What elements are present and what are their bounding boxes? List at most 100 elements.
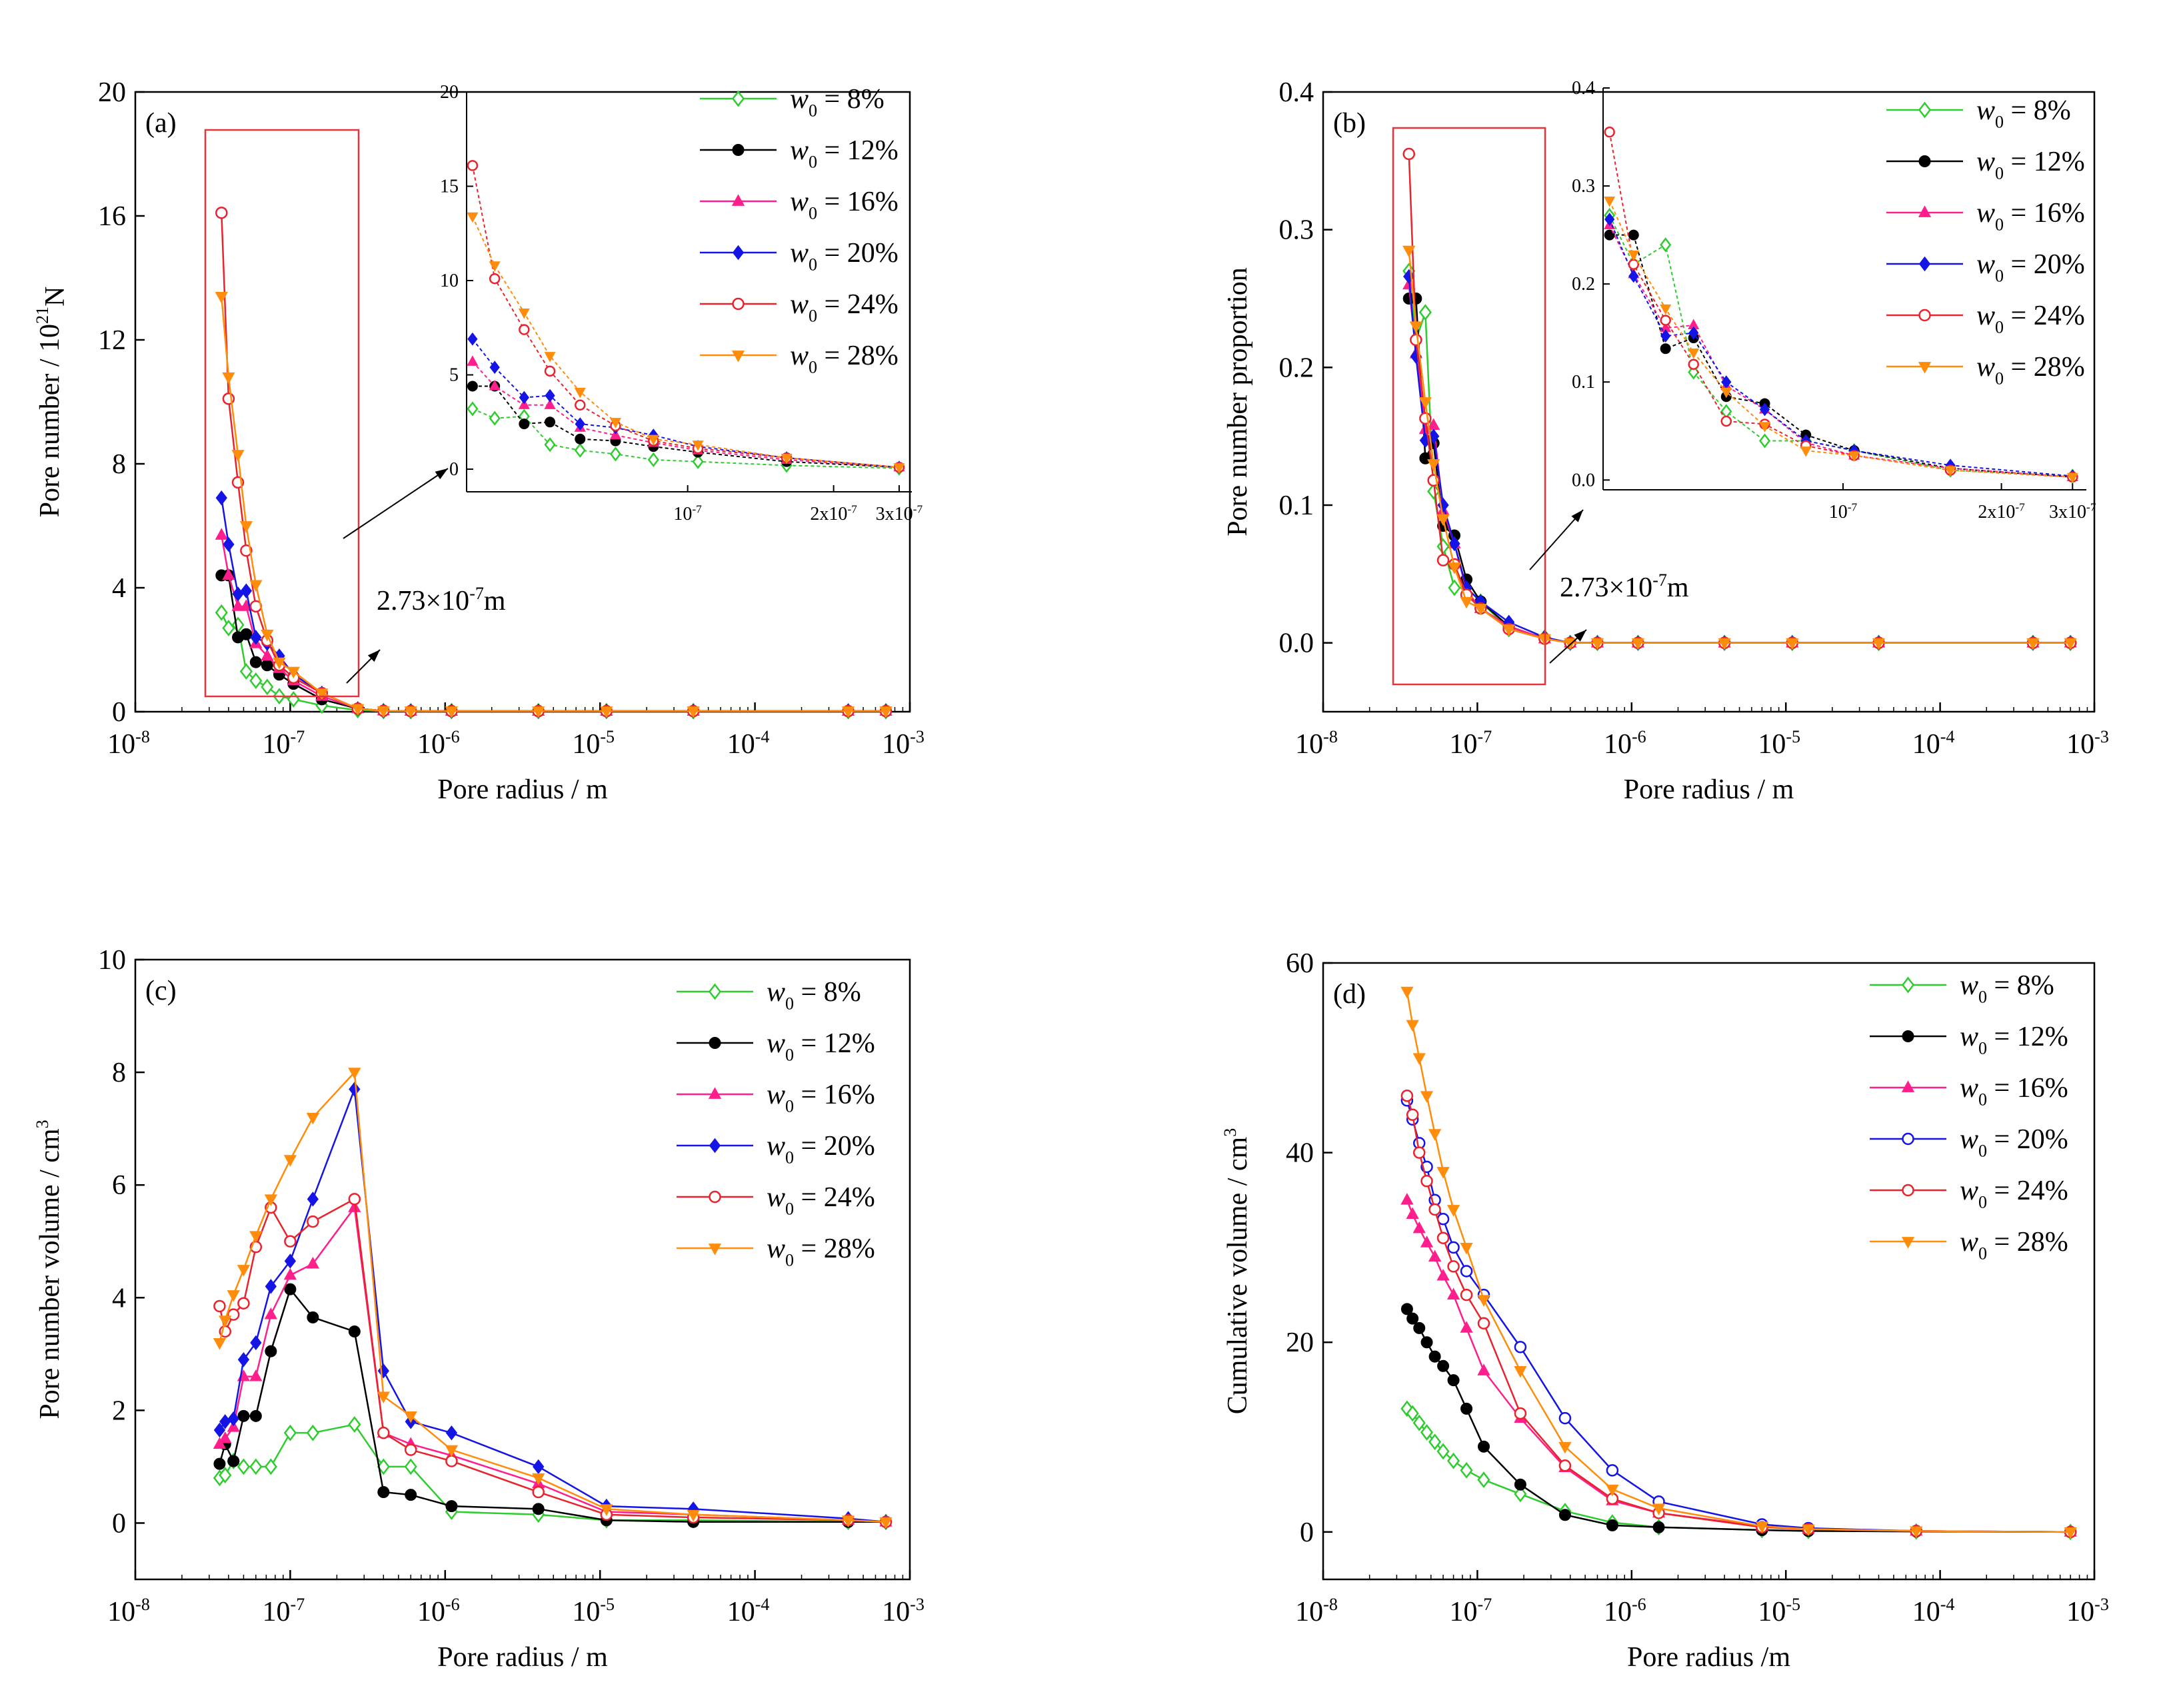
legend-label: w0 = 16%	[790, 187, 899, 223]
inset-data-point	[519, 324, 530, 335]
arrow-line	[1529, 509, 1584, 570]
y-axis-ticks: 0 4 8 12 16 20	[98, 77, 145, 728]
data-point	[377, 1363, 389, 1379]
series-line	[1406, 1100, 2071, 1533]
data-point	[445, 1455, 458, 1467]
y-tick-label: 60	[1286, 948, 1314, 979]
x-tick-label-part: -8	[1323, 727, 1338, 746]
legend-label-part: w	[790, 187, 809, 217]
inset-series-5	[467, 212, 905, 474]
data-point	[1477, 1363, 1490, 1375]
x-tick-label-part: 10	[263, 1597, 291, 1627]
legend-label: w0 = 20%	[1960, 1124, 2068, 1161]
x-axis-ticks: 10-8 10-7 10-6 10-5 10-4 10-3	[1295, 702, 2109, 760]
zoom-highlight-box	[1392, 127, 1546, 686]
legend-marker	[708, 1244, 722, 1256]
data-point	[1514, 1366, 1527, 1378]
x-tick-label-part: 10	[882, 729, 910, 760]
legend-label-part: 0	[1978, 1193, 1987, 1212]
inset-data-point	[467, 332, 478, 346]
data-point	[1420, 1091, 1434, 1103]
data-point	[1412, 1053, 1426, 1065]
data-point	[1652, 1521, 1665, 1533]
data-point	[239, 663, 253, 680]
data-point	[404, 1458, 417, 1475]
x-tick-label-part: -4	[755, 1595, 770, 1614]
inset-data-point	[1604, 197, 1616, 207]
data-point	[348, 1200, 361, 1212]
series-5	[213, 1068, 893, 1529]
legend-label-part: w	[1960, 1176, 1978, 1206]
x-tick-label-part: -5	[600, 1595, 615, 1614]
x-tick-label-part: -4	[755, 727, 770, 746]
legend-label: w0 = 20%	[767, 1131, 875, 1168]
series-0	[1400, 1400, 2077, 1541]
data-point	[265, 1345, 277, 1357]
inset-data-point	[489, 261, 501, 272]
inset-x-tick-label-part: 10	[1829, 502, 1848, 522]
data-point	[1428, 1203, 1441, 1216]
data-point	[1606, 1484, 1619, 1497]
data-point	[1460, 596, 1473, 609]
data-point	[1446, 1205, 1460, 1217]
data-point	[1460, 1461, 1473, 1479]
inset-series-line	[472, 408, 899, 469]
inset-data-point	[489, 361, 500, 375]
data-point	[1652, 1503, 1666, 1515]
legend-label: w0 = 24%	[1976, 301, 2085, 337]
data-point	[215, 207, 228, 219]
series-1	[213, 1283, 893, 1528]
data-point	[237, 1265, 251, 1277]
y-tick-label: 4	[112, 573, 126, 604]
y-tick-label: 0.2	[1279, 353, 1314, 383]
data-point	[1477, 1440, 1490, 1453]
series-line	[219, 1287, 887, 1523]
x-tick-label-part: 10	[1450, 729, 1478, 760]
inset-data-point	[2066, 472, 2078, 484]
data-point	[532, 1485, 545, 1499]
data-point	[307, 1311, 319, 1323]
legend-label: w0 = 16%	[767, 1080, 875, 1116]
inset-x-tick-label: 10-7	[673, 502, 702, 524]
data-point	[1412, 1414, 1426, 1431]
data-point	[687, 706, 700, 718]
data-point	[249, 1409, 262, 1422]
legend-label: w0 = 12%	[1960, 1022, 2068, 1058]
plot-frame	[134, 958, 911, 1581]
legend-label-part: w	[790, 341, 809, 371]
legend-label: w0 = 8%	[1960, 970, 2054, 1007]
data-point	[227, 1455, 240, 1467]
y-tick-label: 0.0	[1279, 628, 1314, 659]
legend-label: w0 = 20%	[1976, 249, 2085, 286]
data-point	[240, 583, 253, 598]
legend-label-part: = 20%	[794, 1131, 875, 1162]
inset-x-tick-label: 3x10-7	[2049, 500, 2096, 522]
inset-data-point	[1660, 304, 1672, 315]
zoom-highlight-box	[204, 129, 360, 698]
inset-data-point	[1660, 329, 1671, 343]
data-point	[351, 704, 365, 716]
inset-data-point	[609, 428, 621, 440]
inset-x-tick-label-part: -7	[2086, 500, 2096, 513]
legend-label-part: 0	[785, 1046, 794, 1065]
y-axis-label: Pore number proportion	[1222, 267, 1253, 536]
data-point	[377, 1426, 390, 1439]
data-point	[1718, 638, 1731, 650]
inset-x-tick-label-part: -7	[913, 502, 923, 515]
x-tick-label-part: -6	[1632, 727, 1646, 746]
inset-data-point	[1720, 404, 1732, 419]
legend-label-part: = 8%	[1987, 970, 2054, 1001]
data-point	[215, 604, 228, 621]
x-tick-label: 10-8	[107, 727, 150, 760]
legend-label-part: w	[1960, 1124, 1978, 1155]
legend-label-part: 0	[785, 1251, 794, 1270]
data-point	[1406, 1312, 1419, 1325]
legend-marker	[731, 194, 745, 206]
data-point	[1428, 1129, 1442, 1141]
y-tick-label: 0.3	[1279, 215, 1314, 246]
data-point	[261, 678, 274, 696]
legend-label-part: 0	[1995, 164, 2004, 183]
inset-data-point	[575, 417, 585, 431]
data-point	[1419, 412, 1432, 425]
inset-y-tick-label: 0.0	[1572, 470, 1595, 490]
